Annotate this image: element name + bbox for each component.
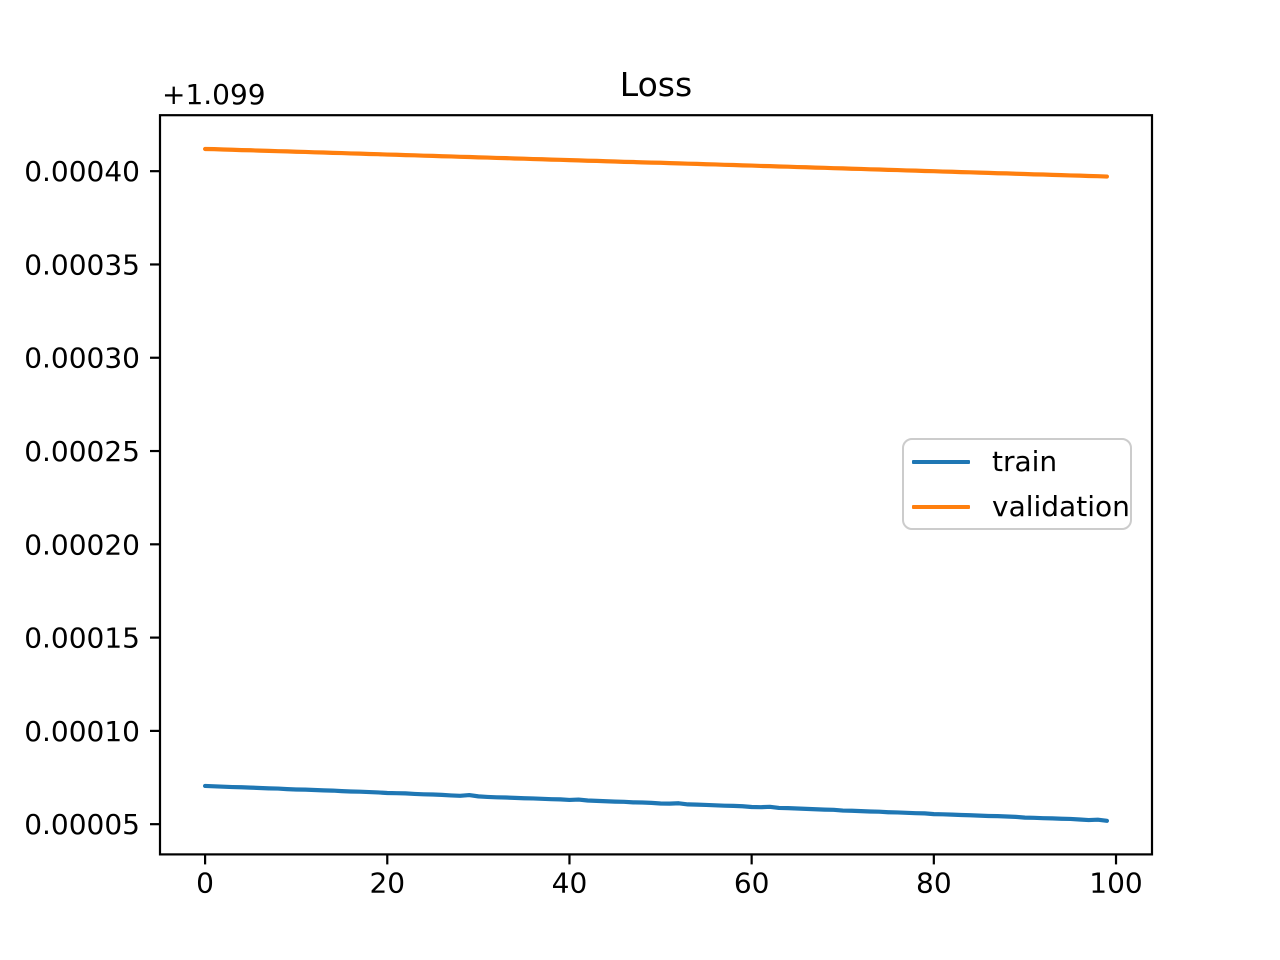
y-axis-offset-label: +1.099 — [162, 78, 266, 111]
legend-line-swatch-validation — [912, 504, 970, 509]
y-axis-tick-label: 0.00005 — [24, 808, 140, 841]
y-axis-tick-label: 0.00030 — [24, 342, 140, 375]
y-axis-tick-label: 0.00015 — [24, 622, 140, 655]
x-axis-tick-label: 60 — [734, 866, 770, 899]
x-axis-tick-label: 40 — [552, 866, 588, 899]
y-axis-tick-label: 0.00040 — [24, 155, 140, 188]
y-axis-tick-label: 0.00025 — [24, 435, 140, 468]
x-axis-tick-label: 100 — [1089, 866, 1142, 899]
legend-line-swatch-train — [912, 459, 970, 464]
x-axis-tick-label: 0 — [196, 866, 214, 899]
y-axis-tick-label: 0.00035 — [24, 248, 140, 281]
legend-item-validation: validation — [912, 489, 1130, 525]
train-line — [202, 783, 1110, 823]
legend-label-validation: validation — [992, 489, 1130, 523]
legend: train validation — [902, 438, 1132, 530]
chart-title: Loss — [619, 65, 693, 104]
legend-label-train: train — [992, 444, 1058, 478]
x-axis-tick-label: 80 — [916, 866, 952, 899]
y-axis-tick-label: 0.00020 — [24, 528, 140, 561]
plot-border — [158, 114, 1154, 856]
x-axis-tick-label: 20 — [369, 866, 405, 899]
legend-item-train: train — [912, 444, 1122, 480]
y-axis-tick-label: 0.00010 — [24, 715, 140, 748]
validation-line — [202, 146, 1110, 179]
